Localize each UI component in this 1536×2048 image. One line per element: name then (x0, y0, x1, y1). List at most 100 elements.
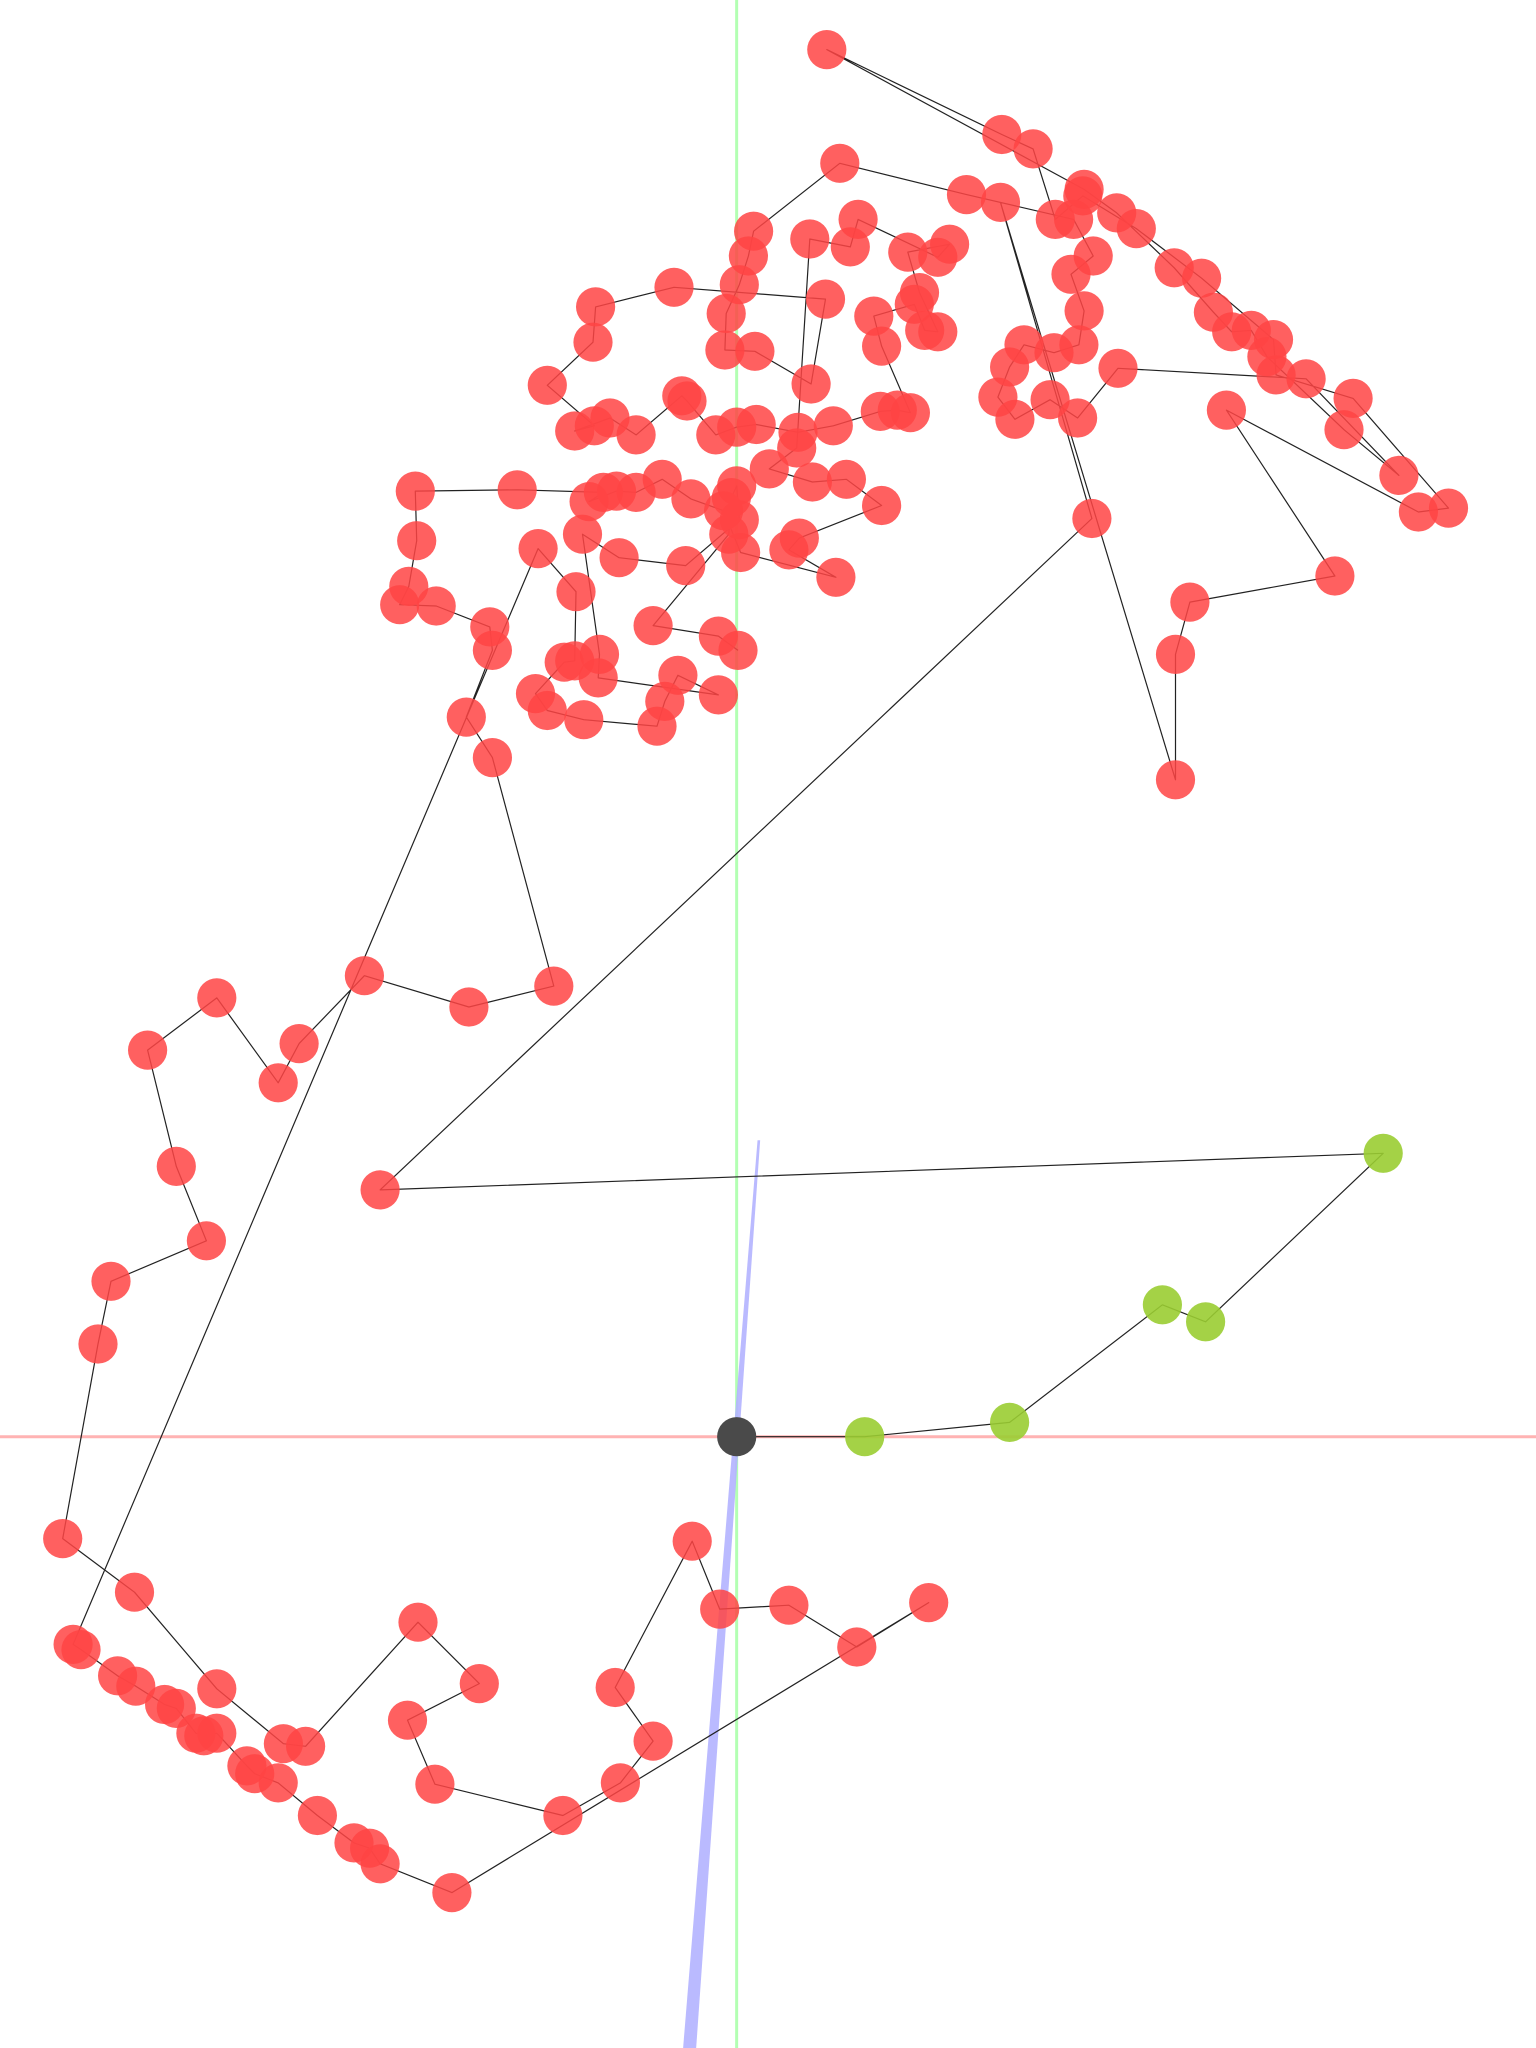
red-point (576, 287, 616, 327)
red-point (156, 1146, 196, 1186)
red-point (706, 293, 746, 334)
red-point (909, 1583, 949, 1623)
red-point (1428, 488, 1469, 528)
red-point (360, 1170, 400, 1210)
red-point (1098, 348, 1138, 388)
red-point (595, 1667, 635, 1708)
red-point (599, 538, 639, 578)
red-point (78, 1324, 118, 1364)
red-point (398, 1602, 438, 1642)
green-point (990, 1402, 1030, 1442)
red-point (432, 1873, 472, 1913)
red-point (128, 1030, 168, 1070)
red-point (98, 1656, 138, 1696)
red-point (1058, 398, 1098, 438)
red-point (472, 630, 512, 671)
red-point (888, 232, 928, 272)
red-point (918, 237, 958, 277)
red-point (573, 322, 613, 362)
red-point (978, 377, 1018, 417)
red-point (286, 1726, 326, 1766)
red-point (749, 449, 789, 489)
red-point (1379, 455, 1419, 495)
red-point (698, 675, 739, 715)
red-point (862, 326, 902, 366)
red-point (1064, 169, 1104, 209)
red-point (813, 406, 853, 446)
red-point (718, 630, 758, 671)
origin-point (717, 1417, 757, 1457)
red-point (899, 273, 940, 313)
red-point (736, 404, 776, 445)
red-point (791, 364, 831, 404)
red-point (671, 479, 711, 519)
red-point (777, 428, 817, 468)
red-point (672, 1521, 712, 1561)
red-point (279, 1024, 319, 1064)
red-point (579, 634, 620, 675)
red-point (472, 738, 512, 778)
red-point (297, 1795, 337, 1836)
red-point (709, 514, 749, 554)
red-point (387, 1700, 428, 1740)
red-point (769, 530, 809, 570)
red-point (197, 1669, 237, 1709)
red-point (1286, 359, 1326, 399)
red-point (1170, 582, 1210, 622)
red-point (518, 529, 558, 569)
red-point (43, 1519, 83, 1559)
red-point (826, 459, 867, 499)
red-point (792, 462, 833, 502)
red-point (527, 365, 567, 405)
red-point (543, 1795, 583, 1836)
red-point (497, 470, 537, 510)
points-group (43, 29, 1469, 1913)
red-point (534, 966, 574, 1006)
red-point (667, 381, 707, 421)
red-point (1059, 325, 1099, 365)
green-point (1363, 1133, 1403, 1173)
red-point (583, 472, 624, 512)
red-point (790, 219, 830, 259)
red-point (705, 330, 745, 370)
red-point (890, 393, 931, 433)
red-point (1154, 248, 1194, 288)
red-point (1206, 390, 1246, 430)
origin-group (717, 1417, 757, 1457)
red-point (1054, 199, 1094, 239)
red-point (854, 296, 894, 336)
red-point (527, 690, 567, 731)
red-point (415, 1764, 455, 1804)
red-point (1315, 556, 1355, 596)
red-point (416, 586, 456, 626)
red-point (564, 700, 604, 740)
red-point (820, 143, 860, 183)
red-point (633, 606, 673, 646)
red-point (711, 478, 752, 518)
red-point (616, 415, 656, 455)
red-point (145, 1684, 185, 1725)
red-point (654, 267, 694, 307)
green-point (845, 1417, 885, 1457)
red-point (397, 521, 437, 561)
green-point (1186, 1302, 1226, 1342)
red-point (258, 1063, 298, 1103)
red-point (114, 1572, 155, 1612)
red-point (666, 546, 706, 586)
red-point (344, 956, 384, 996)
red-point (980, 182, 1021, 222)
red-point (449, 987, 489, 1027)
red-point (459, 1664, 499, 1704)
red-point (837, 1627, 877, 1667)
red-point (600, 1763, 641, 1803)
red-point (1324, 410, 1364, 450)
red-point (186, 1221, 226, 1261)
red-point (1155, 760, 1196, 800)
red-point (1155, 634, 1196, 675)
red-point (1030, 380, 1070, 420)
red-point (556, 572, 596, 612)
red-point (91, 1261, 131, 1301)
green-point (1142, 1285, 1182, 1325)
